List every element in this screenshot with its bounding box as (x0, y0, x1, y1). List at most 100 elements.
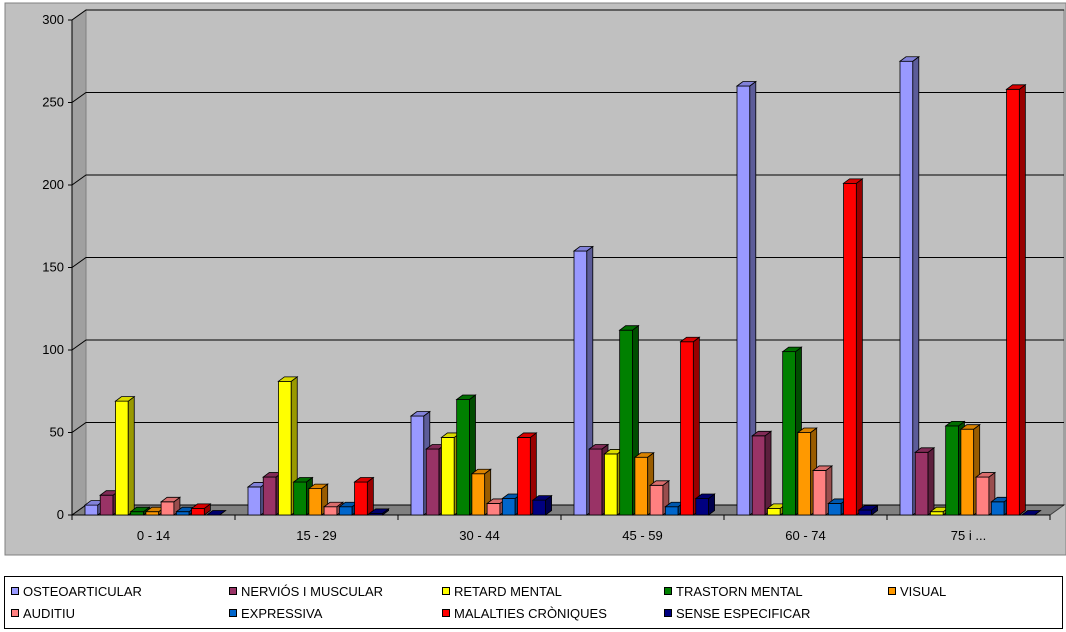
bar-front (588, 448, 603, 516)
bar-top (751, 430, 773, 437)
bar-side (764, 430, 772, 516)
bar-front (899, 60, 914, 516)
bar-top (857, 505, 879, 511)
y-tick-label: 0 (57, 507, 64, 522)
legend-swatch (229, 587, 237, 595)
legend-label: MALALTIES CRÒNIQUES (454, 605, 607, 621)
legend-swatch (11, 587, 19, 595)
bar (114, 395, 136, 516)
bar-front (960, 428, 975, 516)
axes (68, 19, 1051, 520)
legend-item: MALALTIES CRÒNIQUES (442, 604, 607, 622)
bar-front (130, 511, 144, 516)
bar-front (604, 453, 618, 516)
x-tick-label: 45 - 59 (622, 528, 662, 543)
bar-side (912, 55, 920, 516)
bar-front (145, 511, 160, 516)
bar-front (425, 448, 440, 516)
bar-top (292, 477, 314, 483)
legend-swatch (664, 609, 672, 617)
bar-top (898, 56, 920, 62)
bar-front (619, 329, 633, 516)
bar-top (129, 506, 151, 513)
bar (159, 496, 182, 516)
bar-top (368, 508, 390, 514)
y-tick-label: 200 (42, 177, 64, 192)
bar-front (471, 473, 486, 516)
bar-front (990, 501, 1005, 516)
bar (842, 178, 864, 516)
bar-top (455, 394, 477, 400)
bar (781, 346, 803, 516)
bar (974, 471, 997, 516)
bar-top (353, 477, 375, 483)
bar-side (366, 476, 374, 516)
bar-top (974, 472, 997, 478)
y-axis-tick-labels: 0 50 100 150 200 250 300 (42, 12, 64, 522)
y-tick-label: 50 (50, 425, 64, 440)
legend-swatch (888, 587, 896, 595)
bar-top (694, 493, 716, 499)
y-tick-label: 250 (42, 95, 64, 110)
bar-front (1006, 88, 1020, 516)
legend-item: AUDITIU (11, 604, 75, 622)
legend-label: NERVIÓS I MUSCULAR (241, 583, 384, 599)
bar (857, 504, 879, 516)
bar (735, 80, 757, 516)
legend-item: RETARD MENTAL (442, 582, 562, 600)
bar-side (855, 178, 863, 516)
bar-top (648, 480, 671, 486)
bar-side (1018, 84, 1026, 516)
legend-item: NERVIÓS I MUSCULAR (229, 582, 383, 600)
bar-front (767, 507, 781, 516)
bar-top (516, 432, 538, 438)
x-tick-label: 60 - 74 (785, 528, 825, 543)
bar-front (975, 476, 990, 516)
legend-label: EXPRESSIVA (241, 605, 323, 621)
bar (531, 494, 553, 516)
bar (470, 468, 492, 516)
bar-side (927, 446, 935, 516)
bar-front (308, 488, 323, 516)
bar (205, 510, 227, 516)
bar (190, 503, 212, 516)
y-tick-label: 300 (42, 12, 64, 27)
bar-front (262, 476, 277, 516)
x-tick-label: 0 - 14 (137, 528, 170, 543)
bar-top (114, 396, 136, 402)
x-tick-label: 15 - 29 (296, 528, 336, 543)
legend-item: EXPRESSIVA (229, 604, 322, 622)
bar-front (532, 499, 546, 516)
bar-top (735, 81, 757, 87)
bar-front (914, 451, 929, 516)
bar-top (842, 178, 864, 184)
bar-top (205, 510, 227, 516)
bar-top (1020, 510, 1042, 516)
bar (694, 493, 716, 516)
y-tick-label: 100 (42, 342, 64, 357)
bar-top (633, 452, 655, 458)
legend-label: OSTEOARTICULAR (23, 583, 142, 599)
bar-front (175, 511, 190, 516)
bar-top (159, 496, 182, 503)
bar-front (115, 400, 129, 516)
legend: OSTEOARTICULAR NERVIÓS I MUSCULAR RETARD M… (4, 576, 1063, 629)
x-axis-tick-labels: 0 - 14 15 - 29 30 - 44 45 - 59 60 - 74 75 i .… (137, 528, 986, 543)
legend-swatch (11, 609, 19, 617)
gridline (71, 9, 1064, 21)
bar-top (1005, 84, 1027, 90)
legend-label: SENSE ESPECIFICAR (676, 605, 811, 621)
bar (1005, 84, 1027, 516)
bar-top (618, 325, 640, 331)
bar-front (247, 486, 262, 516)
bar-top (796, 427, 818, 433)
legend-item: SENSE ESPECIFICAR (664, 604, 810, 622)
bar (679, 336, 701, 516)
bar-front (486, 503, 501, 516)
bar-front (160, 501, 175, 516)
bar-front (680, 341, 694, 516)
legend-swatch (442, 609, 450, 617)
bar-front (99, 494, 114, 516)
bar-side (127, 395, 135, 516)
bar-front (930, 511, 944, 516)
